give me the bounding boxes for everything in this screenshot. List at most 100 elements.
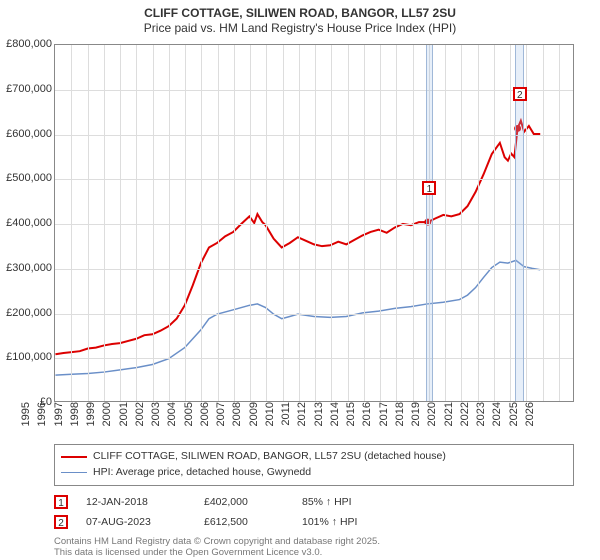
gridline-horizontal bbox=[55, 90, 573, 91]
x-axis-tick-label: 2006 bbox=[199, 402, 211, 442]
x-axis-tick-label: 2008 bbox=[231, 402, 243, 442]
gridline-vertical bbox=[71, 45, 72, 401]
x-axis-tick-label: 1997 bbox=[53, 402, 65, 442]
footnote-line2: This data is licensed under the Open Gov… bbox=[54, 547, 574, 559]
y-axis-tick-label: £800,000 bbox=[2, 38, 52, 50]
y-axis-tick-label: £400,000 bbox=[2, 217, 52, 229]
chart-container: CLIFF COTTAGE, SILIWEN ROAD, BANGOR, LL5… bbox=[0, 0, 600, 560]
sale-price: £612,500 bbox=[204, 516, 284, 528]
sale-marker-label: 2 bbox=[513, 87, 527, 101]
gridline-vertical bbox=[543, 45, 544, 401]
gridline-vertical bbox=[234, 45, 235, 401]
gridline-vertical bbox=[478, 45, 479, 401]
gridline-vertical bbox=[120, 45, 121, 401]
sale-index-box: 1 bbox=[54, 495, 68, 509]
gridline-vertical bbox=[315, 45, 316, 401]
gridline-horizontal bbox=[55, 269, 573, 270]
x-axis-tick-label: 2014 bbox=[329, 402, 341, 442]
gridline-vertical bbox=[380, 45, 381, 401]
x-axis-tick-label: 2021 bbox=[443, 402, 455, 442]
sale-marker-label: 1 bbox=[422, 181, 436, 195]
gridline-vertical bbox=[153, 45, 154, 401]
footnote-line1: Contains HM Land Registry data © Crown c… bbox=[54, 536, 574, 548]
gridline-horizontal bbox=[55, 179, 573, 180]
footnote: Contains HM Land Registry data © Crown c… bbox=[54, 536, 574, 560]
x-axis-tick-label: 2020 bbox=[426, 402, 438, 442]
gridline-vertical bbox=[169, 45, 170, 401]
x-axis-tick-label: 2003 bbox=[150, 402, 162, 442]
gridline-vertical bbox=[461, 45, 462, 401]
gridline-horizontal bbox=[55, 135, 573, 136]
sale-price: £402,000 bbox=[204, 496, 284, 508]
gridline-vertical bbox=[494, 45, 495, 401]
y-axis-tick-label: £600,000 bbox=[2, 128, 52, 140]
x-axis-tick-label: 2019 bbox=[410, 402, 422, 442]
x-axis-tick-label: 2013 bbox=[313, 402, 325, 442]
y-axis-tick-label: £700,000 bbox=[2, 83, 52, 95]
sale-date: 12-JAN-2018 bbox=[86, 496, 186, 508]
x-axis-tick-label: 2002 bbox=[134, 402, 146, 442]
legend-block: CLIFF COTTAGE, SILIWEN ROAD, BANGOR, LL5… bbox=[54, 444, 574, 559]
x-axis-tick-label: 2011 bbox=[280, 402, 292, 442]
gridline-vertical bbox=[364, 45, 365, 401]
gridline-vertical bbox=[510, 45, 511, 401]
title-line1: CLIFF COTTAGE, SILIWEN ROAD, BANGOR, LL5… bbox=[0, 6, 600, 21]
x-axis-tick-label: 2024 bbox=[491, 402, 503, 442]
gridline-vertical bbox=[266, 45, 267, 401]
legend-series-row: CLIFF COTTAGE, SILIWEN ROAD, BANGOR, LL5… bbox=[61, 449, 567, 465]
x-axis-tick-label: 2025 bbox=[508, 402, 520, 442]
chart-plot-area: 12 bbox=[54, 44, 574, 402]
gridline-vertical bbox=[445, 45, 446, 401]
gridline-vertical bbox=[299, 45, 300, 401]
x-axis-tick-label: 2005 bbox=[183, 402, 195, 442]
gridline-vertical bbox=[185, 45, 186, 401]
sale-index-box: 2 bbox=[54, 515, 68, 529]
title-block: CLIFF COTTAGE, SILIWEN ROAD, BANGOR, LL5… bbox=[0, 0, 600, 36]
x-axis-tick-label: 1999 bbox=[85, 402, 97, 442]
gridline-horizontal bbox=[55, 358, 573, 359]
gridline-vertical bbox=[88, 45, 89, 401]
sale-data-row: 207-AUG-2023£612,500101% ↑ HPI bbox=[54, 512, 574, 532]
gridline-vertical bbox=[413, 45, 414, 401]
x-axis-tick-label: 2000 bbox=[101, 402, 113, 442]
x-axis-tick-label: 1996 bbox=[36, 402, 48, 442]
gridline-vertical bbox=[250, 45, 251, 401]
x-axis-tick-label: 2016 bbox=[361, 402, 373, 442]
y-axis-tick-label: £100,000 bbox=[2, 351, 52, 363]
gridline-vertical bbox=[559, 45, 560, 401]
gridline-horizontal bbox=[55, 314, 573, 315]
x-axis-tick-label: 2017 bbox=[378, 402, 390, 442]
x-axis-tick-label: 2012 bbox=[296, 402, 308, 442]
gridline-vertical bbox=[218, 45, 219, 401]
legend-series-row: HPI: Average price, detached house, Gwyn… bbox=[61, 465, 567, 481]
legend-label: CLIFF COTTAGE, SILIWEN ROAD, BANGOR, LL5… bbox=[93, 449, 446, 465]
gridline-vertical bbox=[283, 45, 284, 401]
legend-series-box: CLIFF COTTAGE, SILIWEN ROAD, BANGOR, LL5… bbox=[54, 444, 574, 486]
x-axis-tick-label: 1998 bbox=[69, 402, 81, 442]
highlight-band bbox=[426, 45, 433, 401]
x-axis-tick-label: 2004 bbox=[166, 402, 178, 442]
sale-data-row: 1 12-JAN-2018 £402,000 85% ↑ HPI bbox=[54, 492, 574, 512]
legend-label: HPI: Average price, detached house, Gwyn… bbox=[93, 465, 311, 481]
x-axis-tick-label: 1995 bbox=[20, 402, 32, 442]
x-axis-tick-label: 2018 bbox=[394, 402, 406, 442]
legend-data-rows: 1 12-JAN-2018 £402,000 85% ↑ HPI 2 07-AUG-202… bbox=[54, 492, 574, 532]
gridline-vertical bbox=[104, 45, 105, 401]
chart-svg bbox=[55, 45, 573, 401]
gridline-vertical bbox=[331, 45, 332, 401]
x-axis-tick-label: 2010 bbox=[264, 402, 276, 442]
x-axis-tick-label: 2015 bbox=[345, 402, 357, 442]
gridline-vertical bbox=[201, 45, 202, 401]
legend-swatch bbox=[61, 472, 87, 473]
x-axis-tick-label: 2001 bbox=[118, 402, 130, 442]
title-line2: Price paid vs. HM Land Registry's House … bbox=[0, 21, 600, 36]
legend-swatch bbox=[61, 456, 87, 458]
gridline-vertical bbox=[396, 45, 397, 401]
gridline-horizontal bbox=[55, 224, 573, 225]
y-axis-tick-label: £300,000 bbox=[2, 262, 52, 274]
y-axis-tick-label: £200,000 bbox=[2, 307, 52, 319]
sale-hpi-pct: 85% ↑ HPI bbox=[302, 496, 402, 508]
x-axis-tick-label: 2022 bbox=[459, 402, 471, 442]
sale-date: 07-AUG-2023 bbox=[86, 516, 186, 528]
gridline-vertical bbox=[348, 45, 349, 401]
